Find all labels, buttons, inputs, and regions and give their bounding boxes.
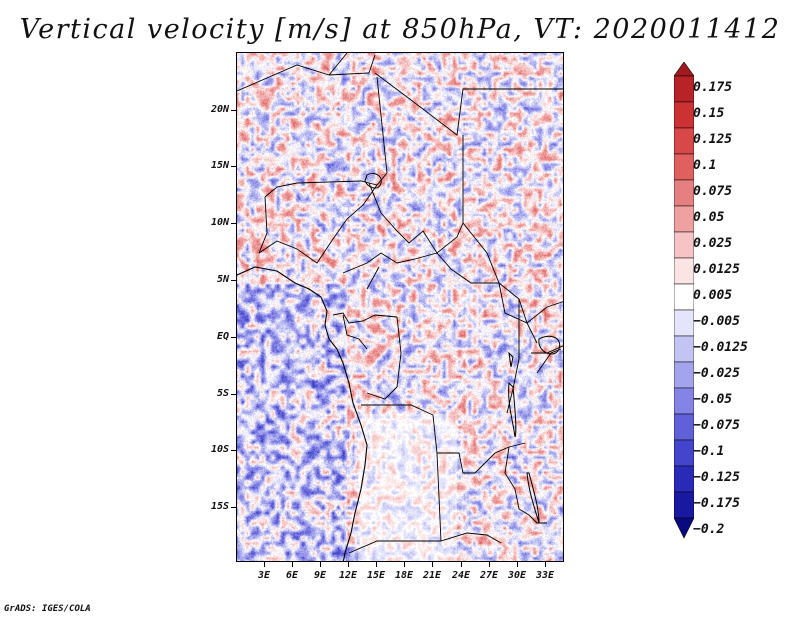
- grads-credit: GrADS: IGES/COLA: [4, 604, 91, 614]
- colorbar-label: −0.005: [693, 314, 740, 329]
- lon-label-12e: 12E: [338, 570, 358, 581]
- lat-label-5s: 5S: [216, 388, 229, 399]
- lon-tick: [489, 562, 490, 567]
- colorbar-bin: [674, 101, 694, 129]
- colorbar-label: −0.125: [693, 470, 740, 485]
- lon-tick: [292, 562, 293, 567]
- lon-label-15e: 15E: [366, 570, 386, 581]
- lake-malawi: [526, 472, 540, 524]
- country-borders: [237, 53, 563, 561]
- lat-label-5n: 5N: [216, 274, 229, 285]
- colorbar-bin: [674, 387, 694, 415]
- colorbar-bin: [674, 127, 694, 155]
- colorbar-label: −0.0125: [693, 340, 748, 355]
- colorbar-label: −0.2: [693, 522, 725, 537]
- lat-tick: [231, 394, 236, 395]
- lon-tick: [348, 562, 349, 567]
- colorbar-label: −0.05: [693, 392, 733, 407]
- colorbar-label: −0.175: [693, 496, 740, 511]
- lake-victoria: [538, 335, 561, 355]
- colorbar: [674, 62, 694, 539]
- lat-label-20n: 20N: [210, 104, 229, 115]
- lat-label-15n: 15N: [210, 160, 229, 171]
- lat-tick: [231, 166, 236, 167]
- vertical-velocity-field: [237, 53, 563, 561]
- colorbar-label: 0.005: [693, 288, 733, 303]
- colorbar-bin: [674, 283, 694, 311]
- lon-tick: [545, 562, 546, 567]
- colorbar-bin: [674, 75, 694, 103]
- lat-label-10n: 10N: [210, 217, 229, 228]
- lon-tick: [404, 562, 405, 567]
- lat-label-10s: 10S: [210, 444, 229, 455]
- colorbar-bin: [674, 439, 694, 467]
- colorbar-bin: [674, 62, 694, 77]
- lat-tick: [231, 223, 236, 224]
- colorbar-label: 0.125: [693, 132, 733, 147]
- lat-tick: [231, 110, 236, 111]
- lat-label-eq: EQ: [216, 331, 229, 342]
- lon-label-18e: 18E: [394, 570, 414, 581]
- colorbar-bin: [674, 361, 694, 389]
- colorbar-bin: [674, 205, 694, 233]
- colorbar-label: −0.1: [693, 444, 725, 459]
- colorbar-label: 0.025: [693, 236, 733, 251]
- lon-tick: [264, 562, 265, 567]
- lake-tanganyika: [508, 381, 517, 438]
- chart-title: Vertical velocity [m/s] at 850hPa, VT: 2…: [19, 14, 781, 45]
- lon-label-9e: 9E: [313, 570, 327, 581]
- colorbar-bin: [674, 231, 694, 259]
- lake-kivu: [508, 351, 514, 368]
- lat-label-15s: 15S: [210, 501, 229, 512]
- colorbar-bin: [674, 153, 694, 181]
- coastline: [237, 266, 368, 561]
- lon-tick: [461, 562, 462, 567]
- colorbar-bin: [674, 413, 694, 441]
- lat-tick: [231, 450, 236, 451]
- colorbar-bin: [674, 491, 694, 519]
- colorbar-bin: [674, 465, 694, 493]
- map-frame: [236, 52, 564, 562]
- colorbar-bin: [674, 517, 694, 539]
- colorbar-label: −0.025: [693, 366, 740, 381]
- colorbar-label: −0.075: [693, 418, 740, 433]
- lon-tick: [517, 562, 518, 567]
- colorbar-label: 0.075: [693, 184, 733, 199]
- colorbar-label: 0.05: [693, 210, 725, 225]
- lon-label-3e: 3E: [257, 570, 271, 581]
- lon-label-33e: 33E: [535, 570, 555, 581]
- lon-label-6e: 6E: [285, 570, 299, 581]
- lon-label-24e: 24E: [451, 570, 471, 581]
- lat-tick: [231, 280, 236, 281]
- lat-tick: [231, 337, 236, 338]
- colorbar-label: 0.1: [693, 158, 717, 173]
- lon-tick: [320, 562, 321, 567]
- colorbar-bin: [674, 179, 694, 207]
- lon-label-30e: 30E: [507, 570, 527, 581]
- lon-label-21e: 21E: [422, 570, 442, 581]
- lat-tick: [231, 507, 236, 508]
- colorbar-label: 0.175: [693, 80, 733, 95]
- lon-tick: [376, 562, 377, 567]
- colorbar-bin: [674, 309, 694, 337]
- lake-chad: [364, 172, 382, 189]
- lon-tick: [432, 562, 433, 567]
- lon-label-27e: 27E: [479, 570, 499, 581]
- colorbar-bin: [674, 257, 694, 285]
- colorbar-label: 0.0125: [693, 262, 740, 277]
- colorbar-bin: [674, 335, 694, 363]
- colorbar-label: 0.15: [693, 106, 725, 121]
